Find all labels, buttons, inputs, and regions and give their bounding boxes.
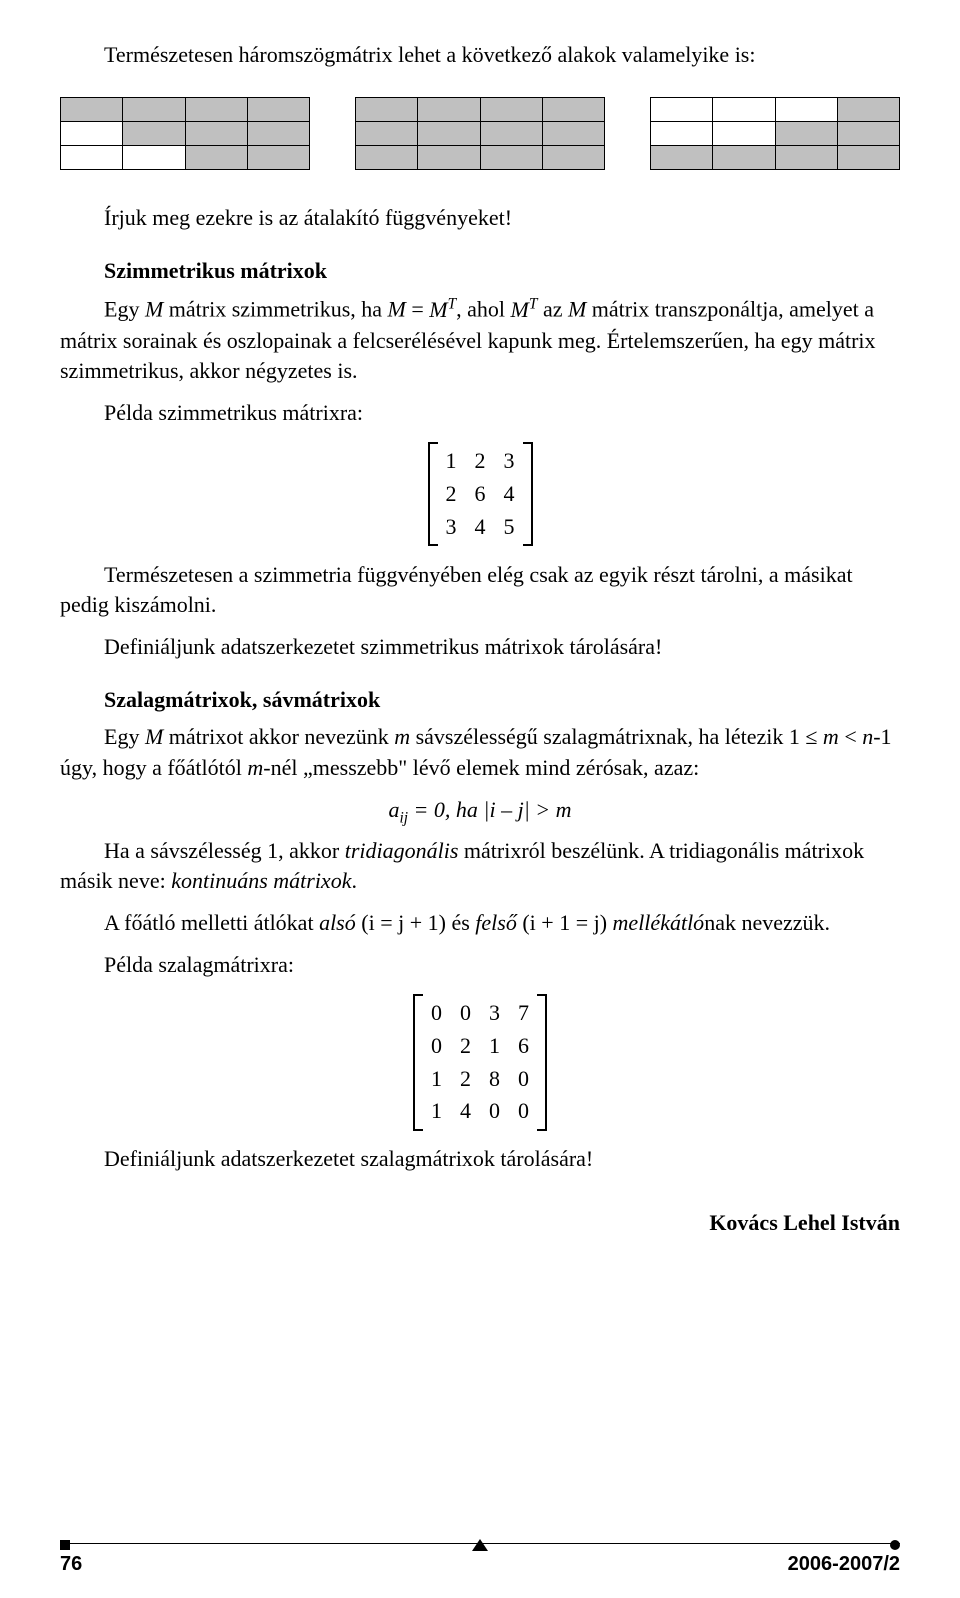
table-cell <box>713 98 775 122</box>
matrix-cell: 1 <box>431 1096 442 1127</box>
band-equation: aij = 0, ha |i – j| > m <box>60 795 900 829</box>
band-description: Egy M mátrixot akkor nevezünk m sávszéle… <box>60 722 900 784</box>
matrix-cell: 5 <box>504 512 515 543</box>
table-cell <box>480 146 542 170</box>
table-cell <box>651 122 713 146</box>
intro-paragraph: Természetesen háromszögmátrix lehet a kö… <box>60 40 900 71</box>
matrix-cell: 0 <box>431 1031 442 1062</box>
symmetric-after-paragraph: Természetesen a szimmetria függvényében … <box>60 560 900 622</box>
matrix-cell: 1 <box>489 1031 500 1062</box>
table-cell <box>775 146 837 170</box>
symmetric-example-label: Példa szimmetrikus mátrixra: <box>60 398 900 429</box>
matrix-cell: 2 <box>460 1064 471 1095</box>
table-cell <box>775 98 837 122</box>
table-cell <box>185 122 247 146</box>
shape-table-2 <box>650 97 900 170</box>
matrix-cell: 8 <box>489 1064 500 1095</box>
table-cell <box>837 98 899 122</box>
table-cell <box>542 146 604 170</box>
table-cell <box>837 146 899 170</box>
matrix-cell: 0 <box>518 1064 529 1095</box>
triangle-mark-icon <box>472 1539 488 1551</box>
symmetric-description: Egy M mátrix szimmetrikus, ha M = MT, ah… <box>60 293 900 387</box>
table-cell <box>713 146 775 170</box>
table-cell <box>185 98 247 122</box>
shape-table-0 <box>60 97 310 170</box>
table-cell <box>123 146 185 170</box>
matrix-cell: 2 <box>446 479 457 510</box>
band-minor-diagonal-paragraph: A főátló melletti átlókat alsó (i = j + … <box>60 908 900 939</box>
matrix-cell: 1 <box>446 446 457 477</box>
circle-mark-icon <box>890 1540 900 1550</box>
matrix-cell: 7 <box>518 998 529 1029</box>
band-matrix: 0037021612801400 <box>60 994 900 1131</box>
table-cell <box>356 122 418 146</box>
table-cell <box>418 146 480 170</box>
symmetric-title: Szimmetrikus mátrixok <box>60 256 900 287</box>
symmetric-task: Definiáljunk adatszerkezetet szimmetriku… <box>60 632 900 663</box>
table-cell <box>480 122 542 146</box>
table-cell <box>713 122 775 146</box>
table-cell <box>123 122 185 146</box>
matrix-cell: 0 <box>460 998 471 1029</box>
after-tables-paragraph: Írjuk meg ezekre is az átalakító függvén… <box>60 203 900 234</box>
table-cell <box>247 98 309 122</box>
page-number: 76 <box>60 1550 82 1578</box>
table-cell <box>61 146 123 170</box>
matrix-cell: 2 <box>460 1031 471 1062</box>
table-cell <box>356 146 418 170</box>
table-cell <box>123 98 185 122</box>
table-cell <box>418 122 480 146</box>
matrix-shape-tables <box>60 97 900 170</box>
table-cell <box>651 146 713 170</box>
matrix-cell: 0 <box>518 1096 529 1127</box>
issue-label: 2006-2007/2 <box>788 1550 900 1578</box>
matrix-cell: 3 <box>504 446 515 477</box>
table-cell <box>480 98 542 122</box>
band-tridiagonal-paragraph: Ha a sávszélesség 1, akkor tridiagonális… <box>60 836 900 898</box>
page-footer: 76 2006-2007/2 <box>60 1543 900 1578</box>
table-cell <box>356 98 418 122</box>
matrix-cell: 3 <box>489 998 500 1029</box>
matrix-cell: 0 <box>431 998 442 1029</box>
square-mark-icon <box>60 1540 70 1550</box>
matrix-cell: 3 <box>446 512 457 543</box>
table-cell <box>775 122 837 146</box>
table-cell <box>247 146 309 170</box>
shape-table-1 <box>355 97 605 170</box>
matrix-cell: 4 <box>460 1096 471 1127</box>
matrix-cell: 2 <box>475 446 486 477</box>
table-cell <box>418 98 480 122</box>
table-cell <box>247 122 309 146</box>
table-cell <box>542 98 604 122</box>
table-cell <box>651 98 713 122</box>
band-title: Szalagmátrixok, sávmátrixok <box>60 685 900 716</box>
table-cell <box>61 98 123 122</box>
table-cell <box>61 122 123 146</box>
table-cell <box>542 122 604 146</box>
matrix-cell: 6 <box>475 479 486 510</box>
matrix-cell: 1 <box>431 1064 442 1095</box>
table-cell <box>837 122 899 146</box>
matrix-cell: 4 <box>504 479 515 510</box>
table-cell <box>185 146 247 170</box>
matrix-cell: 0 <box>489 1096 500 1127</box>
matrix-cell: 6 <box>518 1031 529 1062</box>
band-example-label: Példa szalagmátrixra: <box>60 950 900 981</box>
band-task: Definiáljunk adatszerkezetet szalagmátri… <box>60 1144 900 1175</box>
matrix-cell: 4 <box>475 512 486 543</box>
symmetric-matrix: 123264345 <box>60 442 900 546</box>
author-name: Kovács Lehel István <box>60 1208 900 1239</box>
